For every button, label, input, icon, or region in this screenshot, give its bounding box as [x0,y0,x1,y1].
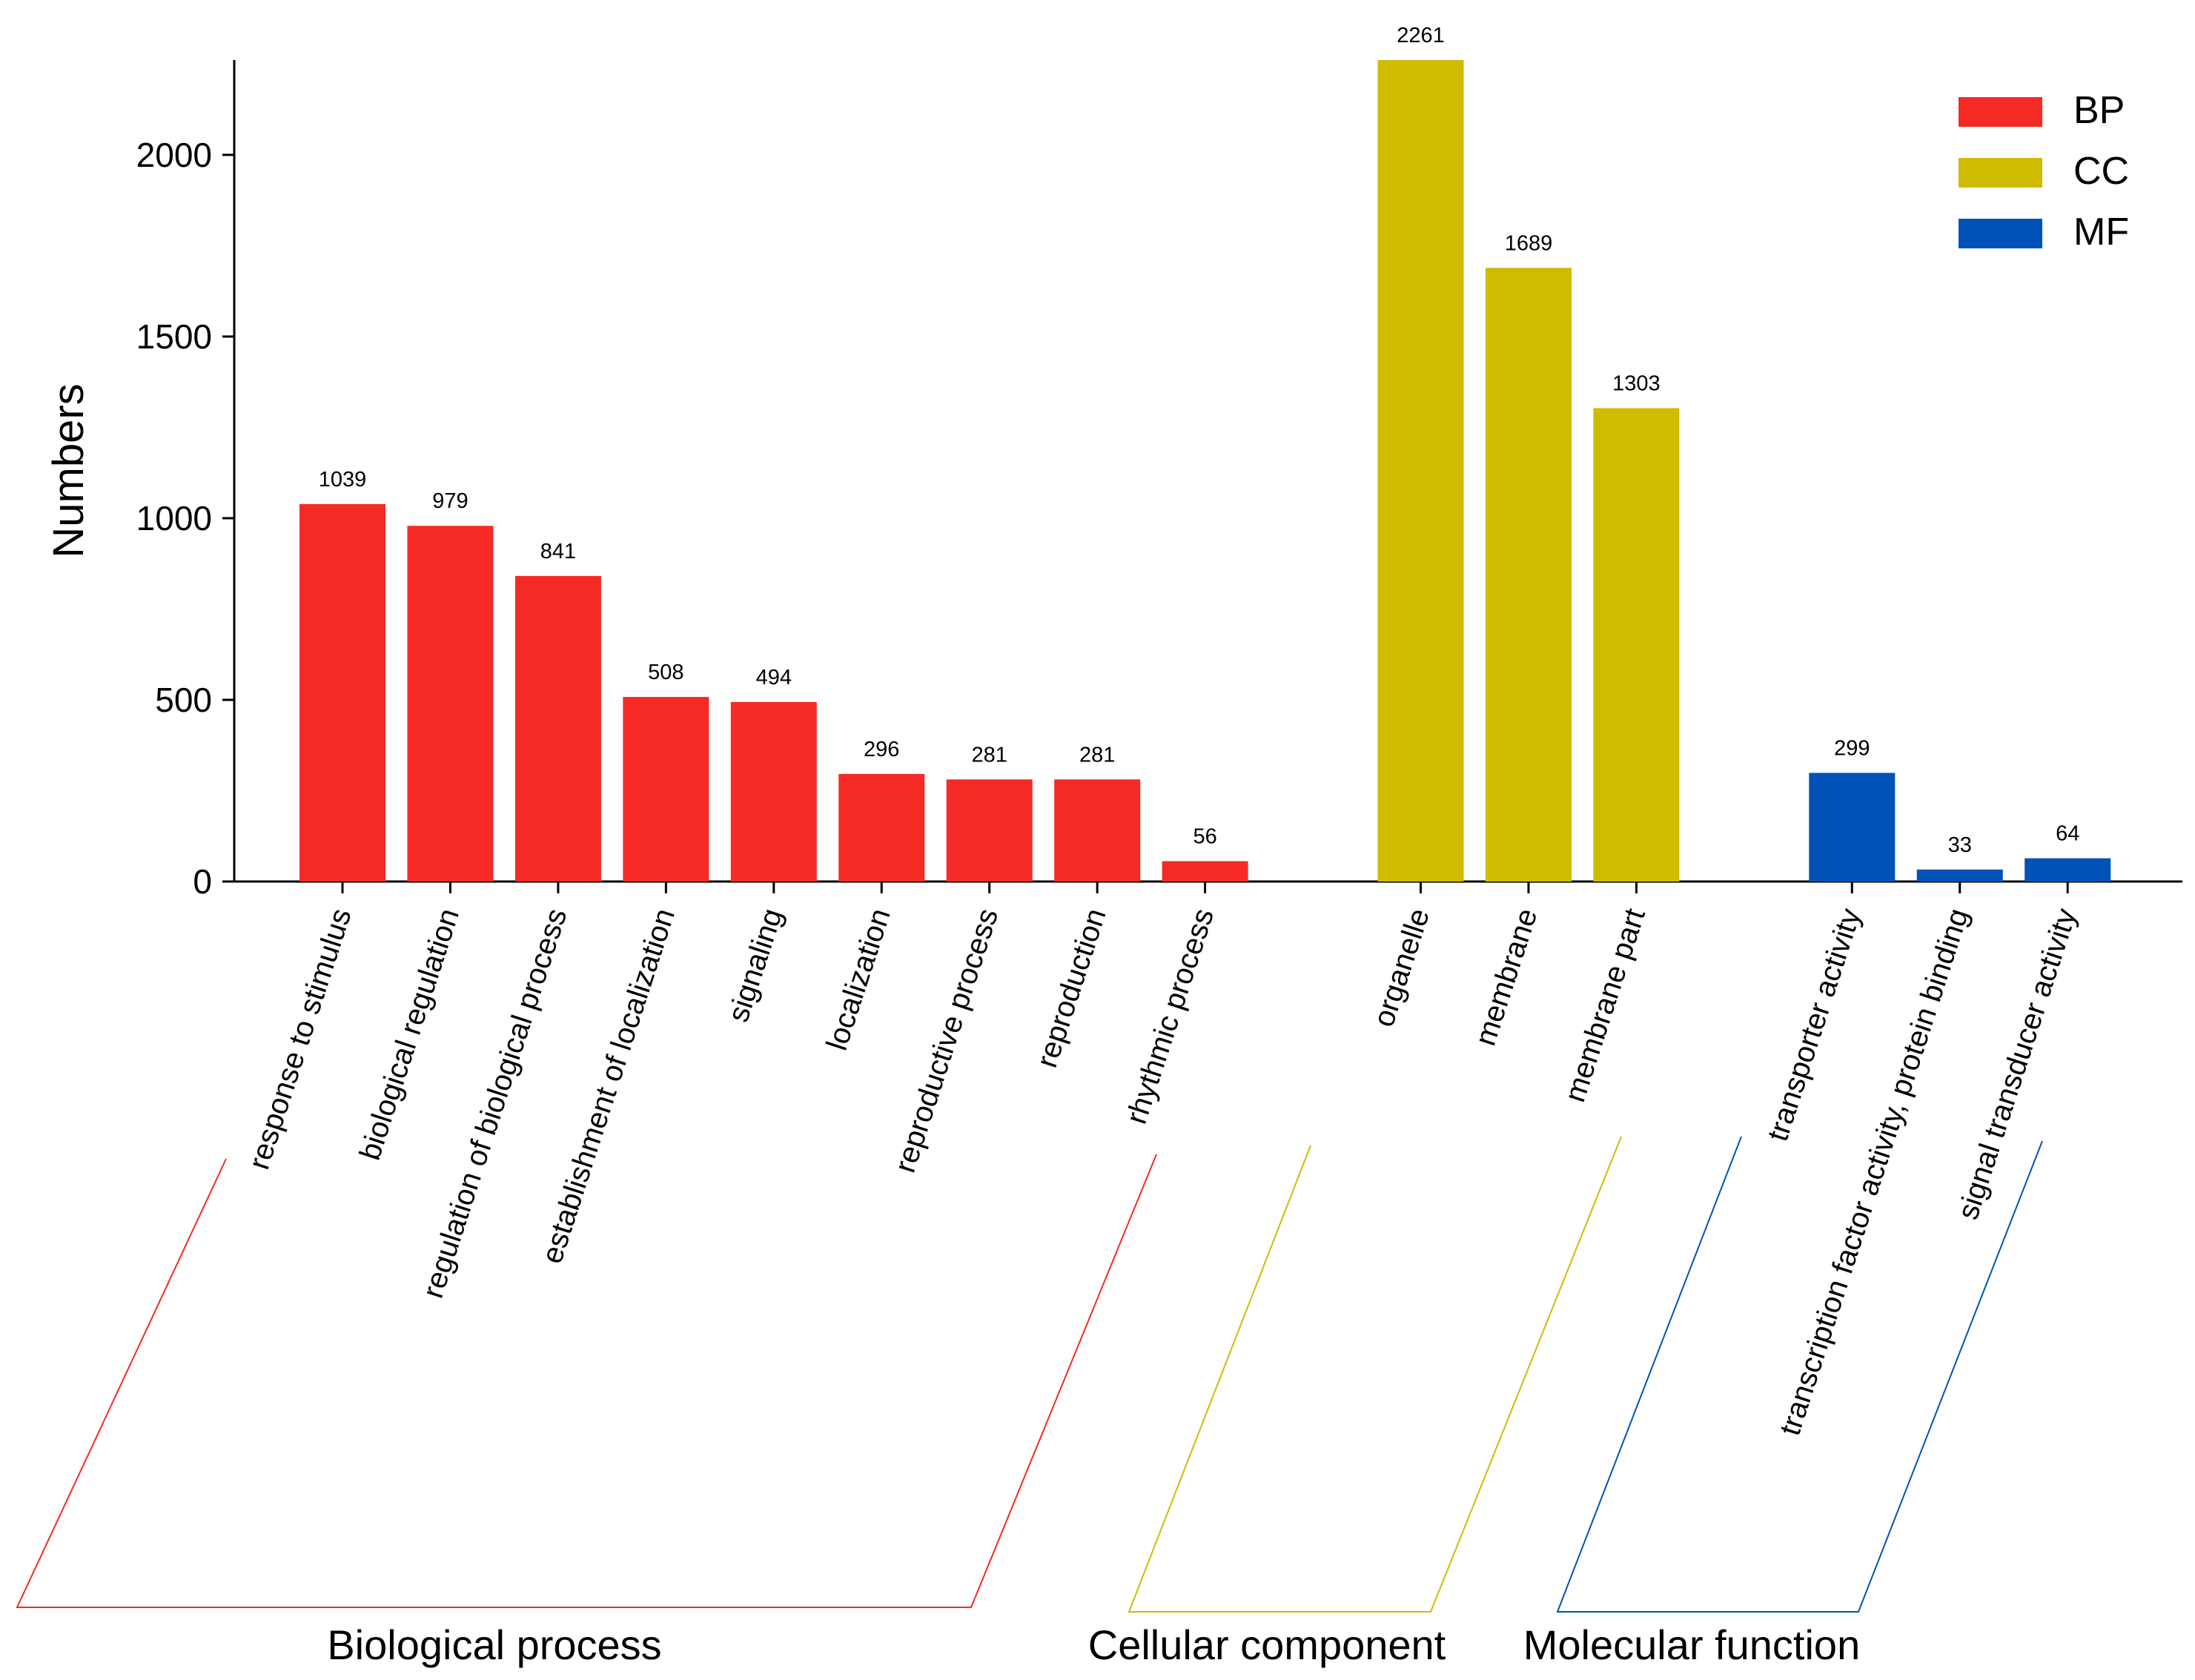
bar-rhythmic-process[interactable] [1162,861,1248,882]
category-label-membrane: membrane [1469,905,1544,1049]
category-label-transcription-factor-activity-protein-binding: transcription factor activity, protein b… [1774,905,1976,1439]
value-label-response-to-stimulus: 1039 [319,468,367,492]
value-label-transporter-activity: 299 [1834,736,1870,760]
category-label-membrane-part: membrane part [1558,905,1652,1106]
value-label-signal-transducer-activity: 64 [2056,822,2079,846]
y-tick-label-1500: 1500 [136,317,212,356]
legend-swatch-cc[interactable] [1959,158,2042,188]
bar-membrane[interactable] [1485,268,1572,882]
group-label-biological-process: Biological process [327,1621,661,1668]
bar-transporter-activity[interactable] [1809,773,1896,882]
value-label-localization: 296 [864,738,899,761]
category-label-biological-regulation: biological regulation [354,905,466,1164]
bar-transcription-factor-activity-protein-binding[interactable] [1916,869,2003,882]
category-label-localization: localization [821,905,897,1054]
bar-signal-transducer-activity[interactable] [2025,858,2111,882]
legend-label-cc[interactable]: CC [2073,150,2129,193]
value-label-biological-regulation: 979 [432,489,468,513]
category-label-reproductive-process: reproductive process [889,905,1005,1177]
bar-reproductive-process[interactable] [946,779,1033,882]
category-label-transporter-activity: transporter activity [1761,905,1867,1145]
bar-establishment-of-localization[interactable] [623,697,709,882]
category-label-reproduction: reproduction [1030,905,1113,1071]
bar-signaling[interactable] [730,701,817,882]
bar-biological-regulation[interactable] [407,526,494,882]
value-label-membrane-part: 1303 [1612,371,1661,395]
value-label-organelle: 2261 [1397,24,1445,47]
y-axis-title: Numbers [44,383,93,558]
bar-regulation-of-biological-process[interactable] [514,575,601,882]
category-label-response-to-stimulus: response to stimulus [242,905,357,1173]
legend-swatch-mf[interactable] [1959,219,2042,248]
category-label-signaling: signaling [722,905,789,1026]
legend-swatch-bp[interactable] [1959,97,2042,127]
category-label-signal-transducer-activity: signal transducer activity [1952,905,2083,1223]
group-label-molecular-function: Molecular function [1523,1621,1860,1668]
bracket-biological-process [16,1154,1157,1608]
group-label-cellular-component: Cellular component [1088,1621,1446,1668]
value-label-establishment-of-localization: 508 [648,661,683,684]
y-tick-label-500: 500 [155,681,212,719]
value-label-rhythmic-process: 56 [1193,825,1216,849]
value-label-transcription-factor-activity-protein-binding: 33 [1948,833,1972,857]
value-label-membrane: 1689 [1505,231,1553,255]
bar-response-to-stimulus[interactable] [299,503,385,882]
bracket-molecular-function [1556,1136,2043,1613]
y-tick-label-2000: 2000 [136,136,212,174]
value-label-regulation-of-biological-process: 841 [540,540,576,563]
value-label-reproductive-process: 281 [972,743,1007,767]
bar-localization[interactable] [838,773,925,882]
bar-reproduction[interactable] [1054,779,1141,882]
category-label-organelle: organelle [1367,905,1436,1031]
legend-label-mf[interactable]: MF [2073,211,2129,254]
bracket-cellular-component [1128,1136,1622,1613]
y-tick-label-0: 0 [193,862,212,901]
legend-label-bp[interactable]: BP [2073,89,2125,132]
value-label-signaling: 494 [756,666,792,689]
category-label-rhythmic-process: rhythmic process [1120,905,1220,1128]
bar-membrane-part[interactable] [1593,408,1680,882]
value-label-reproduction: 281 [1079,743,1115,767]
bar-organelle[interactable] [1377,60,1464,882]
y-tick-label-1000: 1000 [136,499,212,538]
